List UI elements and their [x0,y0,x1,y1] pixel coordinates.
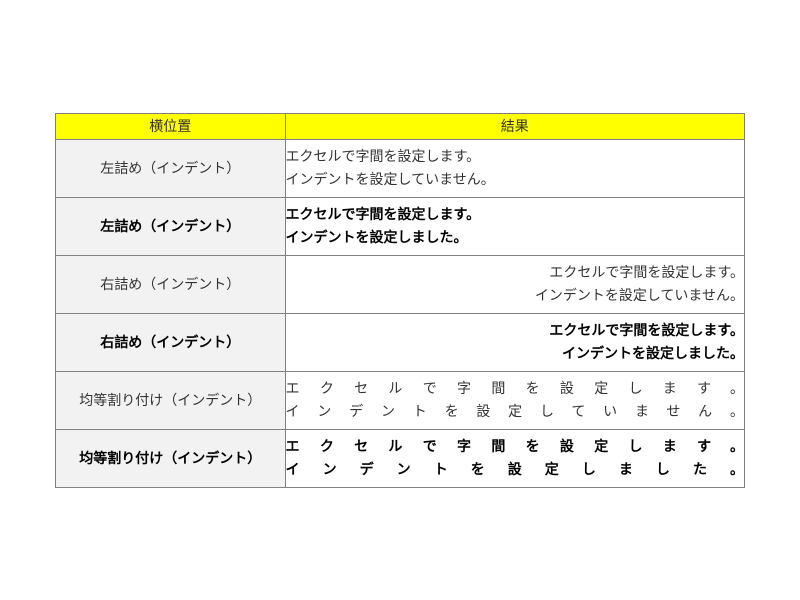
result-line: インデントを設定していません。 [286,400,744,423]
alignment-table: 横位置 結果 左詰め（インデント） エクセルで字間を設定します。 インデントを設… [55,113,745,488]
label-right-indented: 右詰め（インデント） [56,313,286,371]
header-pos: 横位置 [56,113,286,139]
result-left-noindent: エクセルで字間を設定します。 インデントを設定していません。 [285,139,744,197]
result-right-noindent: エクセルで字間を設定します。 インデントを設定していません。 [285,255,744,313]
label-distributed-indented: 均等割り付け（インデント） [56,429,286,487]
result-line: インデントを設定しました。 [286,342,744,365]
label-distributed-noindent: 均等割り付け（インデント） [56,371,286,429]
table-row: 左詰め（インデント） エクセルで字間を設定します。 インデントを設定しました。 [56,197,745,255]
header-row: 横位置 結果 [56,113,745,139]
result-line: インデントを設定しました。 [286,226,744,249]
result-line: エクセルで字間を設定します。 [286,261,744,284]
label-right-noindent: 右詰め（インデント） [56,255,286,313]
result-line: インデントを設定していません。 [286,168,744,191]
result-distributed-indented: エクセルで字間を設定します。 インデントを設定しました。 [285,429,744,487]
table-row: 均等割り付け（インデント） エクセルで字間を設定します。 インデントを設定しまし… [56,429,745,487]
table-row: 右詰め（インデント） エクセルで字間を設定します。 インデントを設定していません… [56,255,745,313]
table-row: 均等割り付け（インデント） エクセルで字間を設定します。 インデントを設定してい… [56,371,745,429]
result-line: インデントを設定していません。 [286,284,744,307]
header-result: 結果 [285,113,744,139]
result-line: エクセルで字間を設定します。 [286,377,744,400]
table-row: 左詰め（インデント） エクセルで字間を設定します。 インデントを設定していません… [56,139,745,197]
label-left-indented: 左詰め（インデント） [56,197,286,255]
result-left-indented: エクセルで字間を設定します。 インデントを設定しました。 [285,197,744,255]
result-line: エクセルで字間を設定します。 [286,203,744,226]
result-right-indented: エクセルで字間を設定します。 インデントを設定しました。 [285,313,744,371]
table-row: 右詰め（インデント） エクセルで字間を設定します。 インデントを設定しました。 [56,313,745,371]
result-distributed-noindent: エクセルで字間を設定します。 インデントを設定していません。 [285,371,744,429]
result-line: インデントを設定しました。 [286,458,744,481]
label-left-noindent: 左詰め（インデント） [56,139,286,197]
result-line: エクセルで字間を設定します。 [286,319,744,342]
result-line: エクセルで字間を設定します。 [286,435,744,458]
result-line: エクセルで字間を設定します。 [286,145,744,168]
